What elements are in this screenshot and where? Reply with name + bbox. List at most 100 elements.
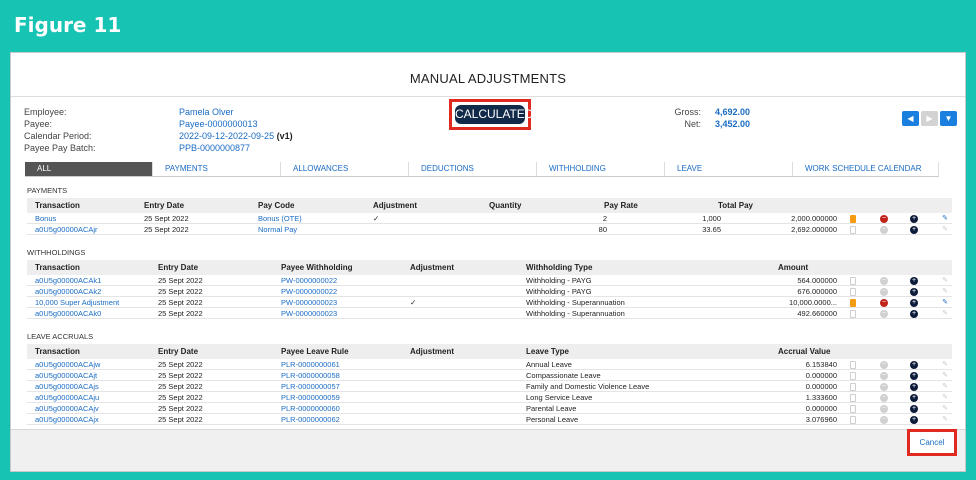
add-icon[interactable]: +	[910, 383, 918, 391]
remove-icon[interactable]: −	[880, 226, 888, 234]
document-icon[interactable]	[850, 361, 856, 369]
transaction-link[interactable]: 10,000 Super Adjustment	[35, 298, 120, 307]
transaction-link[interactable]: a0U5g00000ACAk0	[35, 309, 102, 318]
payee-leave-rule-link[interactable]: PLR-0000000061	[281, 360, 340, 369]
remove-icon[interactable]: −	[880, 416, 888, 424]
remove-icon[interactable]: −	[880, 405, 888, 413]
pencil-icon[interactable]: ✎	[942, 226, 948, 233]
tab-allowances[interactable]: ALLOWANCES	[281, 162, 409, 176]
pencil-icon[interactable]: ✎	[942, 361, 948, 368]
tab-leave[interactable]: LEAVE	[665, 162, 793, 176]
add-icon[interactable]: +	[910, 405, 918, 413]
payee-leave-rule-link[interactable]: PLR-0000000059	[281, 393, 340, 402]
remove-icon[interactable]: −	[880, 394, 888, 402]
document-icon[interactable]	[850, 416, 856, 424]
add-icon[interactable]: +	[910, 416, 918, 424]
add-icon[interactable]: +	[910, 288, 918, 296]
payee-withholding-link[interactable]: PW-0000000023	[281, 298, 338, 307]
chevron-down-icon[interactable]: ▼	[940, 111, 957, 126]
calendar-period-label: Calendar Period:	[24, 131, 92, 141]
amount: 676.000000	[797, 287, 837, 296]
tab-all[interactable]: ALL	[25, 162, 153, 176]
quantity: 80	[598, 225, 607, 234]
payments-section-title: PAYMENTS	[27, 186, 68, 195]
remove-icon[interactable]: −	[880, 288, 888, 296]
tab-deductions[interactable]: DEDUCTIONS	[409, 162, 537, 176]
document-icon[interactable]	[850, 405, 856, 413]
pencil-icon[interactable]: ✎	[942, 288, 948, 295]
add-icon[interactable]: +	[910, 299, 918, 307]
document-icon[interactable]	[850, 372, 856, 380]
document-icon[interactable]	[850, 299, 856, 307]
document-icon[interactable]	[850, 288, 856, 296]
payee-leave-rule-link[interactable]: PLR-0000000060	[281, 404, 340, 413]
column-header: Adjustment	[410, 347, 454, 356]
remove-icon[interactable]: −	[880, 310, 888, 318]
transaction-link[interactable]: Bonus	[35, 214, 57, 223]
pencil-icon[interactable]: ✎	[942, 372, 948, 379]
remove-icon[interactable]: −	[880, 277, 888, 285]
pay-code-link[interactable]: Bonus (OTE)	[258, 214, 302, 223]
payee-leave-rule-link[interactable]: PLR-0000000058	[281, 371, 340, 380]
pencil-icon[interactable]: ✎	[942, 215, 948, 222]
table-row: a0U5g00000ACAk1 25 Sept 2022 PW-0000000022…	[27, 276, 952, 286]
type: Withholding - Superannuation	[526, 298, 625, 307]
payee-withholding-link[interactable]: PW-0000000023	[281, 309, 338, 318]
document-icon[interactable]	[850, 310, 856, 318]
net-label: Net:	[684, 119, 701, 129]
entry-date: 25 Sept 2022	[158, 287, 203, 296]
pencil-icon[interactable]: ✎	[942, 394, 948, 401]
transaction-link[interactable]: a0U5g00000ACAk2	[35, 287, 102, 296]
payee-leave-rule-link[interactable]: PLR-0000000057	[281, 382, 340, 391]
add-icon[interactable]: +	[910, 215, 918, 223]
transaction-link[interactable]: a0U5g00000ACAjv	[35, 404, 99, 413]
employee-link[interactable]: Pamela Olver	[179, 107, 234, 117]
payee-link[interactable]: Payee-0000000013	[179, 119, 258, 129]
transaction-link[interactable]: a0U5g00000ACAk1	[35, 276, 102, 285]
column-header: Amount	[778, 263, 809, 272]
pencil-icon[interactable]: ✎	[942, 310, 948, 317]
document-icon[interactable]	[850, 383, 856, 391]
transaction-link[interactable]: a0U5g00000ACAjw	[35, 360, 101, 369]
payee-withholding-link[interactable]: PW-0000000022	[281, 276, 338, 285]
pencil-icon[interactable]: ✎	[942, 299, 948, 306]
transaction-link[interactable]: a0U5g00000ACAjx	[35, 415, 99, 424]
calendar-period-link[interactable]: 2022-09-12-2022-09-25	[179, 131, 275, 141]
transaction-link[interactable]: a0U5g00000ACAjt	[35, 371, 98, 380]
chevron-right-icon[interactable]: ▶	[921, 111, 938, 126]
pay-batch-link[interactable]: PPB-0000000877	[179, 143, 251, 153]
payee-leave-rule-link[interactable]: PLR-0000000062	[281, 415, 340, 424]
remove-icon[interactable]: −	[880, 361, 888, 369]
transaction-link[interactable]: a0U5g00000ACAju	[35, 393, 100, 402]
chevron-left-icon[interactable]: ◀	[902, 111, 919, 126]
type: Withholding - PAYG	[526, 287, 592, 296]
document-icon[interactable]	[850, 394, 856, 402]
type: Withholding - PAYG	[526, 276, 592, 285]
pay-code-link[interactable]: Normal Pay	[258, 225, 298, 234]
document-icon[interactable]	[850, 277, 856, 285]
cancel-button[interactable]: Cancel	[919, 438, 945, 447]
tab-work-schedule-calendar[interactable]: WORK SCHEDULE CALENDAR	[793, 162, 939, 176]
payee-withholding-link[interactable]: PW-0000000022	[281, 287, 338, 296]
add-icon[interactable]: +	[910, 310, 918, 318]
transaction-link[interactable]: a0U5g00000ACAjs	[35, 382, 99, 391]
pencil-icon[interactable]: ✎	[942, 277, 948, 284]
pencil-icon[interactable]: ✎	[942, 405, 948, 412]
add-icon[interactable]: +	[910, 394, 918, 402]
document-icon[interactable]	[850, 215, 856, 223]
type: Personal Leave	[526, 415, 579, 424]
add-icon[interactable]: +	[910, 372, 918, 380]
tab-payments[interactable]: PAYMENTS	[153, 162, 281, 176]
document-icon[interactable]	[850, 226, 856, 234]
tab-withholding[interactable]: WITHHOLDING	[537, 162, 665, 176]
remove-icon[interactable]: −	[880, 372, 888, 380]
pencil-icon[interactable]: ✎	[942, 416, 948, 423]
remove-icon[interactable]: −	[880, 215, 888, 223]
add-icon[interactable]: +	[910, 277, 918, 285]
add-icon[interactable]: +	[910, 226, 918, 234]
add-icon[interactable]: +	[910, 361, 918, 369]
remove-icon[interactable]: −	[880, 299, 888, 307]
pencil-icon[interactable]: ✎	[942, 383, 948, 390]
remove-icon[interactable]: −	[880, 383, 888, 391]
transaction-link[interactable]: a0U5g00000ACAjr	[35, 225, 98, 234]
